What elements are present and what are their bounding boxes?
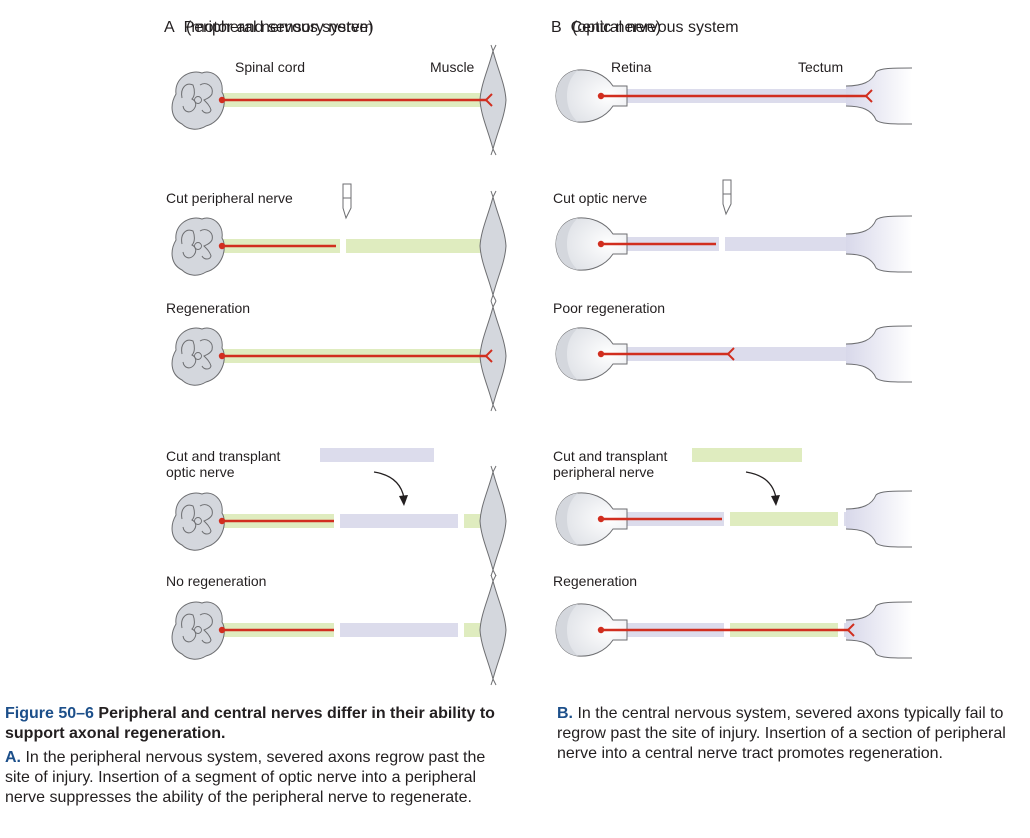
a-optic-graft (320, 448, 434, 462)
a-muscle-icon (479, 574, 507, 686)
panel-a-letter: A (164, 19, 175, 36)
b-scalpel-icon (722, 179, 732, 215)
label-spinal-cord: Spinal cord (235, 59, 306, 75)
panel-b-letter: B (551, 19, 562, 36)
b-poor-regen-axon-soma (597, 350, 605, 358)
a-transplant-axon-soma (218, 517, 226, 525)
b-transplant-arrow (745, 471, 777, 499)
b-intact-axon-soma (597, 92, 605, 100)
b-intact-axon-terminal (864, 89, 873, 103)
a-regen-axon-soma (218, 352, 226, 360)
a-regen-axon-terminal (484, 349, 493, 363)
caption-right: B. In the central nervous system, severe… (557, 704, 1027, 764)
panel-b-subtitle: (optic nerve) (572, 19, 661, 36)
b-poor-regen-axon-terminal (726, 347, 735, 361)
panel-a-title: A Peripheral nervous system (164, 2, 373, 36)
a-inserted-optic-segment (340, 623, 458, 637)
a-intact-axon-soma (218, 96, 226, 104)
caption-part-a-text: In the peripheral nervous system, severe… (5, 749, 486, 806)
panel-b-title: B Central nervous system (551, 2, 739, 36)
caption-part-b-text: In the central nervous system, severed a… (557, 705, 1006, 762)
caption-left: Figure 50–6 Peripheral and central nerve… (5, 704, 510, 808)
b-inserted-peripheral-segment (730, 512, 838, 526)
b-cut-nerve-distal (725, 237, 852, 251)
a-scalpel-icon (342, 183, 352, 219)
b-regen-axon-terminal (846, 623, 855, 637)
b-transplant-arrow-head (771, 495, 780, 506)
b-tectum-icon (845, 490, 913, 548)
row-label-b-cut: Cut optic nerve (553, 190, 648, 206)
row-label-a-no-regeneration: No regeneration (166, 573, 267, 589)
a-cut-nerve-distal (346, 239, 490, 253)
b-peripheral-graft (692, 448, 802, 462)
panel-a-subtitle: (motor and sensory nerve) (186, 19, 374, 36)
a-spinal-cord-icon (171, 601, 225, 660)
figure-title: Peripheral and central nerves differ in … (5, 705, 495, 742)
label-muscle: Muscle (430, 59, 475, 75)
b-transplant-axon-soma (597, 515, 605, 523)
a-no-regen-axon-soma (218, 626, 226, 634)
a-transplant-arrow-head (399, 495, 408, 506)
panel-a-title-text: Peripheral nervous system (183, 19, 373, 36)
a-spinal-cord-icon (171, 217, 225, 276)
panel-b-title-text: Central nervous system (570, 19, 739, 36)
a-muscle-icon (479, 190, 507, 302)
b-regen-axon-soma (597, 626, 605, 634)
b-cut-axon-soma (597, 240, 605, 248)
row-label-b-poor-regeneration: Poor regeneration (553, 300, 666, 316)
a-spinal-cord-icon (171, 492, 225, 551)
row-label-b-regeneration: Regeneration (553, 573, 638, 589)
b-tectum-icon (845, 215, 913, 273)
a-intact-axon-terminal (484, 93, 493, 107)
label-tectum: Tectum (798, 59, 844, 75)
nerve-regeneration-diagram (171, 44, 913, 686)
figure-number: Figure 50–6 (5, 705, 94, 722)
a-spinal-cord-icon (171, 71, 225, 130)
row-label-a-cut: Cut peripheral nerve (166, 190, 293, 206)
caption-part-a-letter: A. (5, 749, 21, 766)
a-muscle-icon (479, 465, 507, 577)
a-cut-axon-soma (218, 242, 226, 250)
caption-part-b-letter: B. (557, 705, 573, 722)
row-label-b-transplant: Cut and transplant peripheral nerve (553, 448, 668, 480)
label-retina: Retina (611, 59, 652, 75)
row-label-a-transplant: Cut and transplant optic nerve (166, 448, 281, 480)
b-tectum-icon (845, 325, 913, 383)
caption-part-a: A. In the peripheral nervous system, sev… (5, 748, 510, 808)
figure-caption-title: Figure 50–6 Peripheral and central nerve… (5, 704, 510, 744)
b-tectum-icon (845, 601, 913, 659)
a-spinal-cord-icon (171, 327, 225, 386)
a-inserted-optic-segment (340, 514, 458, 528)
a-transplant-arrow (373, 471, 405, 499)
row-label-a-regeneration: Regeneration (166, 300, 251, 316)
